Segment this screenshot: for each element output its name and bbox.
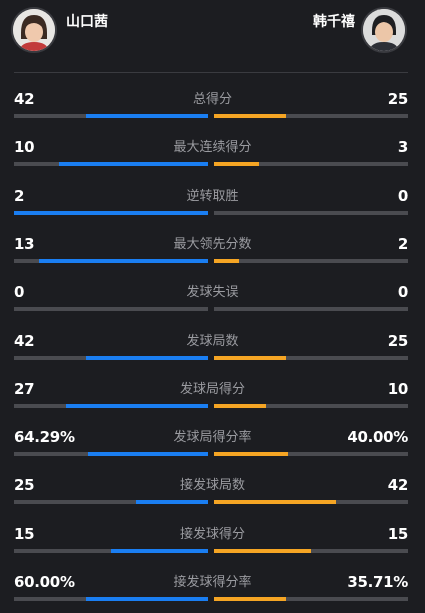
stat-left-bar-track [14,500,208,505]
stat-right-value: 42 [387,476,409,495]
stat-label: 总得分 [192,92,232,107]
stat-left-value: 0 [14,283,25,302]
stat-label: 发球失误 [186,285,239,301]
stat-row: 接发球局数 25 42 [0,476,425,516]
stat-left-bar-track [14,307,208,312]
stat-right-bar-fill [214,162,259,167]
stat-right-bar-track [214,258,408,263]
stat-right-bar-fill [214,114,286,118]
stat-right-value: 0 [397,283,408,302]
stat-row: 接发球得分率 60.00% 35.71% [0,573,425,613]
stat-left-bar-fill [85,597,208,601]
stat-left-bar-track [14,403,208,408]
stat-right-bar-fill [214,403,267,408]
stat-right-value: 35.71% [347,573,408,591]
stat-left-value: 64.29% [14,428,75,447]
stat-row: 逆转取胜 2 0 [0,187,425,227]
stat-right-bar-track [214,403,408,408]
stat-right-value: 25 [387,331,409,350]
stat-left-bar-track [14,210,208,215]
stat-left-bar-track [14,162,208,167]
stat-left-bar-fill [85,114,208,118]
stat-left-bar-fill [136,500,208,505]
player-photo-icon [13,9,55,51]
stat-right-bar-track [214,452,408,457]
player-right-name: 韩千禧 [313,14,355,30]
stat-right-bar-track [214,500,408,505]
stat-left-value: 60.00% [14,573,75,591]
stat-left-bar-track [14,114,208,118]
stat-right-bar-track [214,162,408,167]
player-left-avatar[interactable] [13,9,55,51]
stat-left-bar-track [14,452,208,457]
stat-row: 最大连续得分 10 3 [0,138,425,178]
stat-label: 接发球局数 [179,478,245,494]
stat-right-bar-track [214,210,408,215]
stat-right-value: 2 [397,234,408,253]
stat-right-bar-fill [214,500,337,505]
stat-label: 接发球得分率 [173,575,252,590]
stat-right-bar-fill [214,597,286,601]
stat-left-value: 15 [14,524,35,543]
stat-label: 最大领先分数 [173,236,252,252]
header-divider [14,72,408,73]
stat-right-value: 3 [397,138,408,157]
stat-left-value: 13 [14,234,35,253]
stat-right-value: 15 [387,524,409,543]
stat-right-bar-fill [214,452,288,457]
stat-left-value: 27 [14,379,35,398]
stat-left-value: 10 [14,138,35,157]
stat-right-bar-fill [214,548,311,553]
stat-left-bar-fill [14,210,208,215]
match-header: 山口茜 韩千禧 [0,0,425,72]
stat-left-bar-track [14,597,208,601]
stat-right-bar-track [214,355,408,360]
stat-label: 发球局得分 [179,381,245,397]
stat-left-bar-fill [66,403,208,408]
player-left-name: 山口茜 [66,14,108,30]
stat-row: 发球失误 0 0 [0,283,425,323]
stat-left-value: 25 [14,476,35,495]
stat-label: 发球局数 [186,333,239,349]
stat-right-value: 0 [397,186,408,205]
stat-right-bar-fill [214,258,240,263]
stat-left-value: 2 [14,186,25,205]
stat-label: 最大连续得分 [173,140,252,156]
stat-right-bar-track [214,597,408,601]
stat-left-value: 42 [14,90,35,108]
stat-left-bar-fill [111,548,208,553]
stat-left-bar-fill [85,355,208,360]
stat-label: 接发球得分 [179,526,245,542]
stat-left-bar-track [14,548,208,553]
stat-right-value: 25 [387,90,409,108]
stat-left-bar-fill [87,452,208,457]
stat-label: 发球局得分率 [173,430,252,446]
stat-left-bar-track [14,258,208,263]
stat-row: 发球局数 42 25 [0,332,425,372]
player-photo-icon [363,9,405,51]
stat-right-bar-track [214,548,408,553]
stat-left-bar-fill [58,162,208,167]
stat-row: 接发球得分 15 15 [0,525,425,565]
stat-row: 发球局得分 27 10 [0,380,425,420]
stat-left-bar-fill [39,258,208,263]
stat-right-value: 10 [387,379,409,398]
stat-right-bar-fill [214,355,286,360]
stat-right-bar-track [214,307,408,312]
stat-row: 总得分 42 25 [0,90,425,130]
stat-right-value: 40.00% [347,428,408,447]
player-right-avatar[interactable] [363,9,405,51]
stat-left-value: 42 [14,331,35,350]
stat-row: 发球局得分率 64.29% 40.00% [0,428,425,468]
stat-label: 逆转取胜 [186,188,239,204]
stat-left-bar-track [14,355,208,360]
stat-row: 最大领先分数 13 2 [0,235,425,275]
stat-right-bar-track [214,114,408,118]
